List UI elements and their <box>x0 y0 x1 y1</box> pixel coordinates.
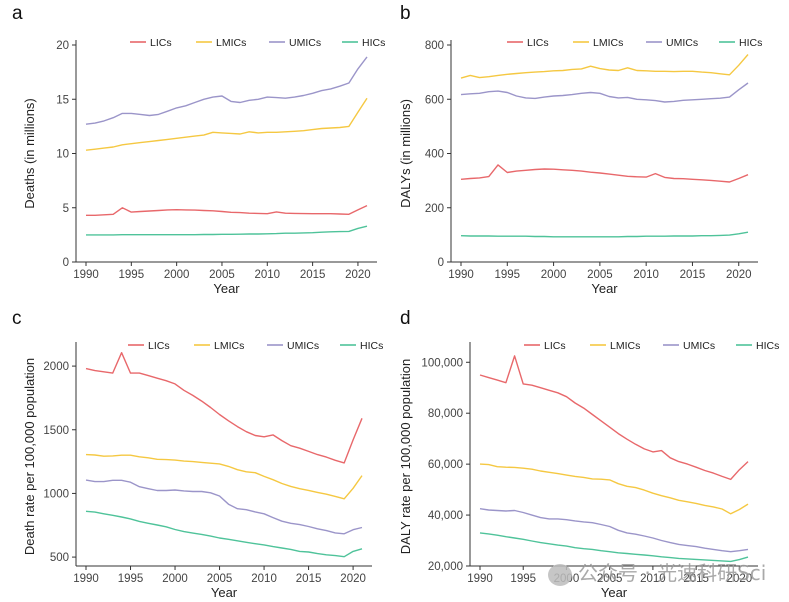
x-tick-label: 2010 <box>633 269 659 281</box>
series-line-umics <box>479 508 749 553</box>
panel-label: b <box>400 3 411 24</box>
x-tick-label: 2015 <box>680 269 706 281</box>
y-tick-label: 2000 <box>43 361 69 373</box>
x-tick-label: 2010 <box>251 573 277 585</box>
x-tick-label: 2015 <box>300 269 326 281</box>
x-tick-label: 2000 <box>164 269 190 281</box>
x-axis-title: Year <box>601 585 628 600</box>
series-line-umics <box>460 82 749 103</box>
chart-panel-a: a 1990 1995 2000 2005 2010 2015 2020 0 5 10 15 20 Yea… <box>12 3 385 296</box>
series-line-lmics <box>479 463 749 515</box>
y-tick-label: 600 <box>425 94 444 106</box>
x-tick-label: 2020 <box>726 269 752 281</box>
chart-panel-b: b 1990 1995 2000 2005 2010 2015 2020 0 200 400 600 8… <box>398 3 762 296</box>
legend-label-umics: UMICs <box>683 340 715 352</box>
x-axis-title: Year <box>591 281 618 296</box>
y-axis-title: DALY rate per 100,000 population <box>398 359 413 554</box>
x-tick-label: 2020 <box>345 269 371 281</box>
y-tick-label: 400 <box>425 149 444 161</box>
y-tick-label: 1500 <box>43 425 69 437</box>
y-tick-label: 10 <box>56 149 69 161</box>
x-axis-title: Year <box>213 281 240 296</box>
y-tick-label: 200 <box>425 203 444 215</box>
y-tick-label: 40,000 <box>428 510 463 522</box>
y-tick-label: 0 <box>438 257 444 269</box>
legend-label-umics: UMICs <box>666 37 698 49</box>
legend-label-hics: HICs <box>362 37 385 49</box>
y-tick-label: 100,000 <box>421 357 463 369</box>
legend-label-lmics: LMICs <box>610 340 640 352</box>
panel-label: a <box>12 3 23 24</box>
series-line-umics <box>85 479 363 535</box>
x-tick-label: 1995 <box>510 573 536 585</box>
x-tick-label: 1990 <box>448 269 474 281</box>
legend-label-lics: LICs <box>544 340 566 352</box>
wechat-icon <box>548 563 572 586</box>
series-line-lmics <box>85 453 363 500</box>
x-axis-title: Year <box>211 585 238 600</box>
panel-label: d <box>400 308 411 329</box>
y-tick-label: 20 <box>56 40 69 52</box>
legend-label-lics: LICs <box>148 340 170 352</box>
y-tick-label: 5 <box>63 203 69 215</box>
series-line-lics <box>479 355 749 481</box>
legend-label-lics: LICs <box>150 37 172 49</box>
x-tick-label: 1995 <box>118 573 144 585</box>
x-tick-label: 2005 <box>207 573 233 585</box>
x-tick-label: 1990 <box>73 269 99 281</box>
x-tick-label: 2000 <box>541 269 567 281</box>
y-tick-label: 20,000 <box>428 561 463 573</box>
y-axis-title: Deaths (in millions) <box>22 98 37 209</box>
watermark-text: 公众号 · 光速科研Sci <box>578 561 767 585</box>
x-tick-label: 2010 <box>640 573 666 585</box>
y-axis-title: Death rate per 100,000 population <box>22 358 37 555</box>
x-tick-label: 1990 <box>73 573 99 585</box>
x-tick-label: 1995 <box>119 269 145 281</box>
legend-label-lmics: LMICs <box>216 37 246 49</box>
x-tick-label: 1990 <box>467 573 493 585</box>
series-line-lics <box>85 352 363 464</box>
x-tick-label: 2020 <box>340 573 366 585</box>
series-line-hics <box>479 532 749 563</box>
y-tick-label: 0 <box>63 257 69 269</box>
x-tick-label: 2005 <box>209 269 235 281</box>
legend-label-lmics: LMICs <box>214 340 244 352</box>
series-line-lmics <box>460 54 749 79</box>
y-tick-label: 1000 <box>43 488 69 500</box>
y-tick-label: 15 <box>56 94 69 106</box>
chart-panel-c: c 1990 1995 2000 2005 2010 2015 2020 500 1000 1500… <box>12 308 383 600</box>
y-tick-label: 500 <box>50 552 69 564</box>
x-tick-label: 2015 <box>296 573 322 585</box>
legend-label-umics: UMICs <box>289 37 321 49</box>
legend-label-hics: HICs <box>739 37 762 49</box>
y-tick-label: 80,000 <box>428 408 463 420</box>
legend-label-hics: HICs <box>756 340 779 352</box>
legend-label-lics: LICs <box>527 37 549 49</box>
watermark: 公众号 · 光速科研Sci <box>548 557 766 586</box>
x-tick-label: 1995 <box>494 269 520 281</box>
x-tick-label: 2005 <box>587 269 613 281</box>
x-tick-label: 2000 <box>162 573 188 585</box>
y-axis-title: DALYs (in millions) <box>398 99 413 208</box>
series-line-hics <box>86 225 368 236</box>
panel-label: c <box>12 308 22 329</box>
legend-label-lmics: LMICs <box>593 37 623 49</box>
chart-panel-d: d199019952000200520102015202020,00040,00… <box>398 308 779 600</box>
y-tick-label: 800 <box>425 40 444 52</box>
series-line-lmics <box>85 97 368 151</box>
x-tick-label: 2005 <box>597 573 623 585</box>
series-line-umics <box>85 56 368 125</box>
x-tick-label: 2010 <box>254 269 280 281</box>
x-tick-label: 2020 <box>727 573 753 585</box>
series-line-hics <box>85 510 363 558</box>
series-line-hics <box>460 231 749 238</box>
x-tick-label: 2015 <box>683 573 709 585</box>
series-line-lics <box>86 204 368 217</box>
legend-label-hics: HICs <box>360 340 383 352</box>
y-tick-label: 60,000 <box>428 459 463 471</box>
series-line-lics <box>460 164 749 183</box>
legend-label-umics: UMICs <box>287 340 319 352</box>
